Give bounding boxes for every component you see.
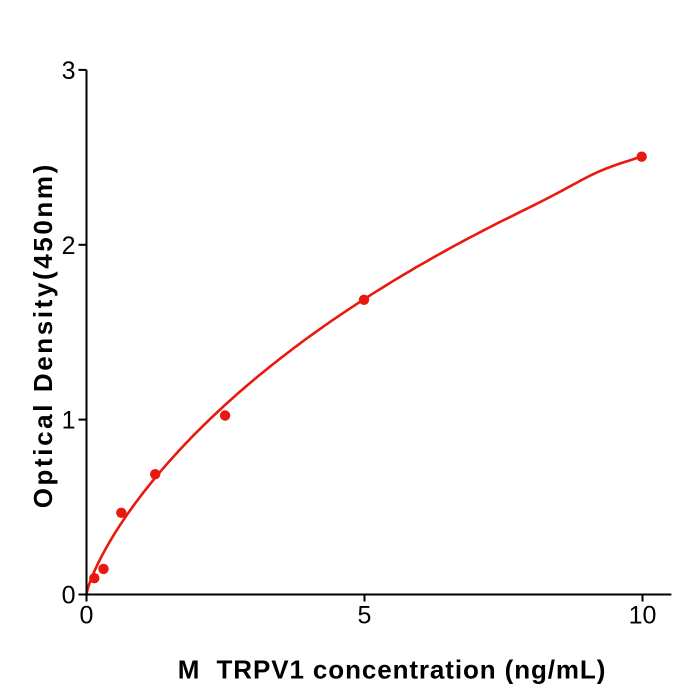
svg-text:0: 0 bbox=[62, 582, 76, 610]
svg-text:5: 5 bbox=[358, 602, 372, 630]
svg-text:Optical Density(450nm): Optical Density(450nm) bbox=[28, 162, 58, 508]
svg-text:10: 10 bbox=[629, 602, 657, 630]
svg-text:3: 3 bbox=[62, 57, 76, 85]
svg-text:1: 1 bbox=[62, 407, 76, 435]
svg-text:0: 0 bbox=[80, 602, 94, 630]
svg-text:2: 2 bbox=[62, 232, 76, 260]
svg-text:M TRPV1 concentration (ng/mL): M TRPV1 concentration (ng/mL) bbox=[178, 654, 607, 684]
